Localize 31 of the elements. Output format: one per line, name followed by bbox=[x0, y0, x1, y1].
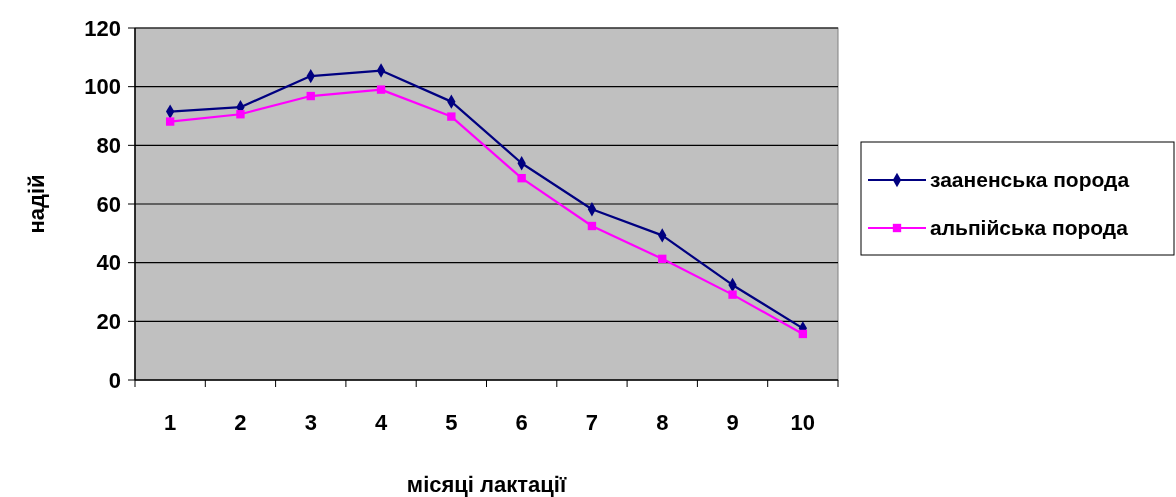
y-tick-label: 100 bbox=[84, 74, 121, 100]
x-tick-label: 8 bbox=[656, 410, 669, 435]
y-axis-title: надій bbox=[24, 174, 49, 234]
x-tick-label: 3 bbox=[304, 410, 317, 435]
x-tick-label: 1 bbox=[164, 410, 177, 435]
point bbox=[447, 112, 456, 121]
x-tick-label: 6 bbox=[515, 410, 528, 435]
point bbox=[658, 254, 667, 264]
point bbox=[376, 85, 386, 94]
y-tick-label: 120 bbox=[84, 15, 121, 41]
y-tick-label: 40 bbox=[96, 250, 121, 276]
legend-label: зааненська порода bbox=[930, 168, 1130, 192]
x-axis-title: місяці лактації bbox=[406, 472, 567, 497]
point bbox=[728, 290, 737, 299]
y-tick-label: 60 bbox=[96, 191, 121, 217]
x-tick-label: 7 bbox=[585, 410, 599, 435]
point bbox=[165, 117, 175, 126]
x-tick-label: 2 bbox=[234, 410, 247, 435]
x-tick-label: 5 bbox=[445, 410, 458, 435]
y-tick-label: 80 bbox=[96, 133, 121, 159]
y-tick-label: 0 bbox=[108, 367, 121, 393]
legend-label: альпійська порода bbox=[930, 216, 1129, 240]
point bbox=[587, 221, 597, 231]
point bbox=[306, 91, 315, 101]
x-tick-label: 9 bbox=[726, 410, 739, 435]
x-tick-label: 10 bbox=[790, 410, 816, 435]
y-tick-label: 20 bbox=[96, 309, 121, 335]
point bbox=[517, 174, 526, 183]
x-tick-label: 4 bbox=[374, 410, 388, 435]
point bbox=[798, 329, 808, 339]
point bbox=[236, 110, 245, 119]
